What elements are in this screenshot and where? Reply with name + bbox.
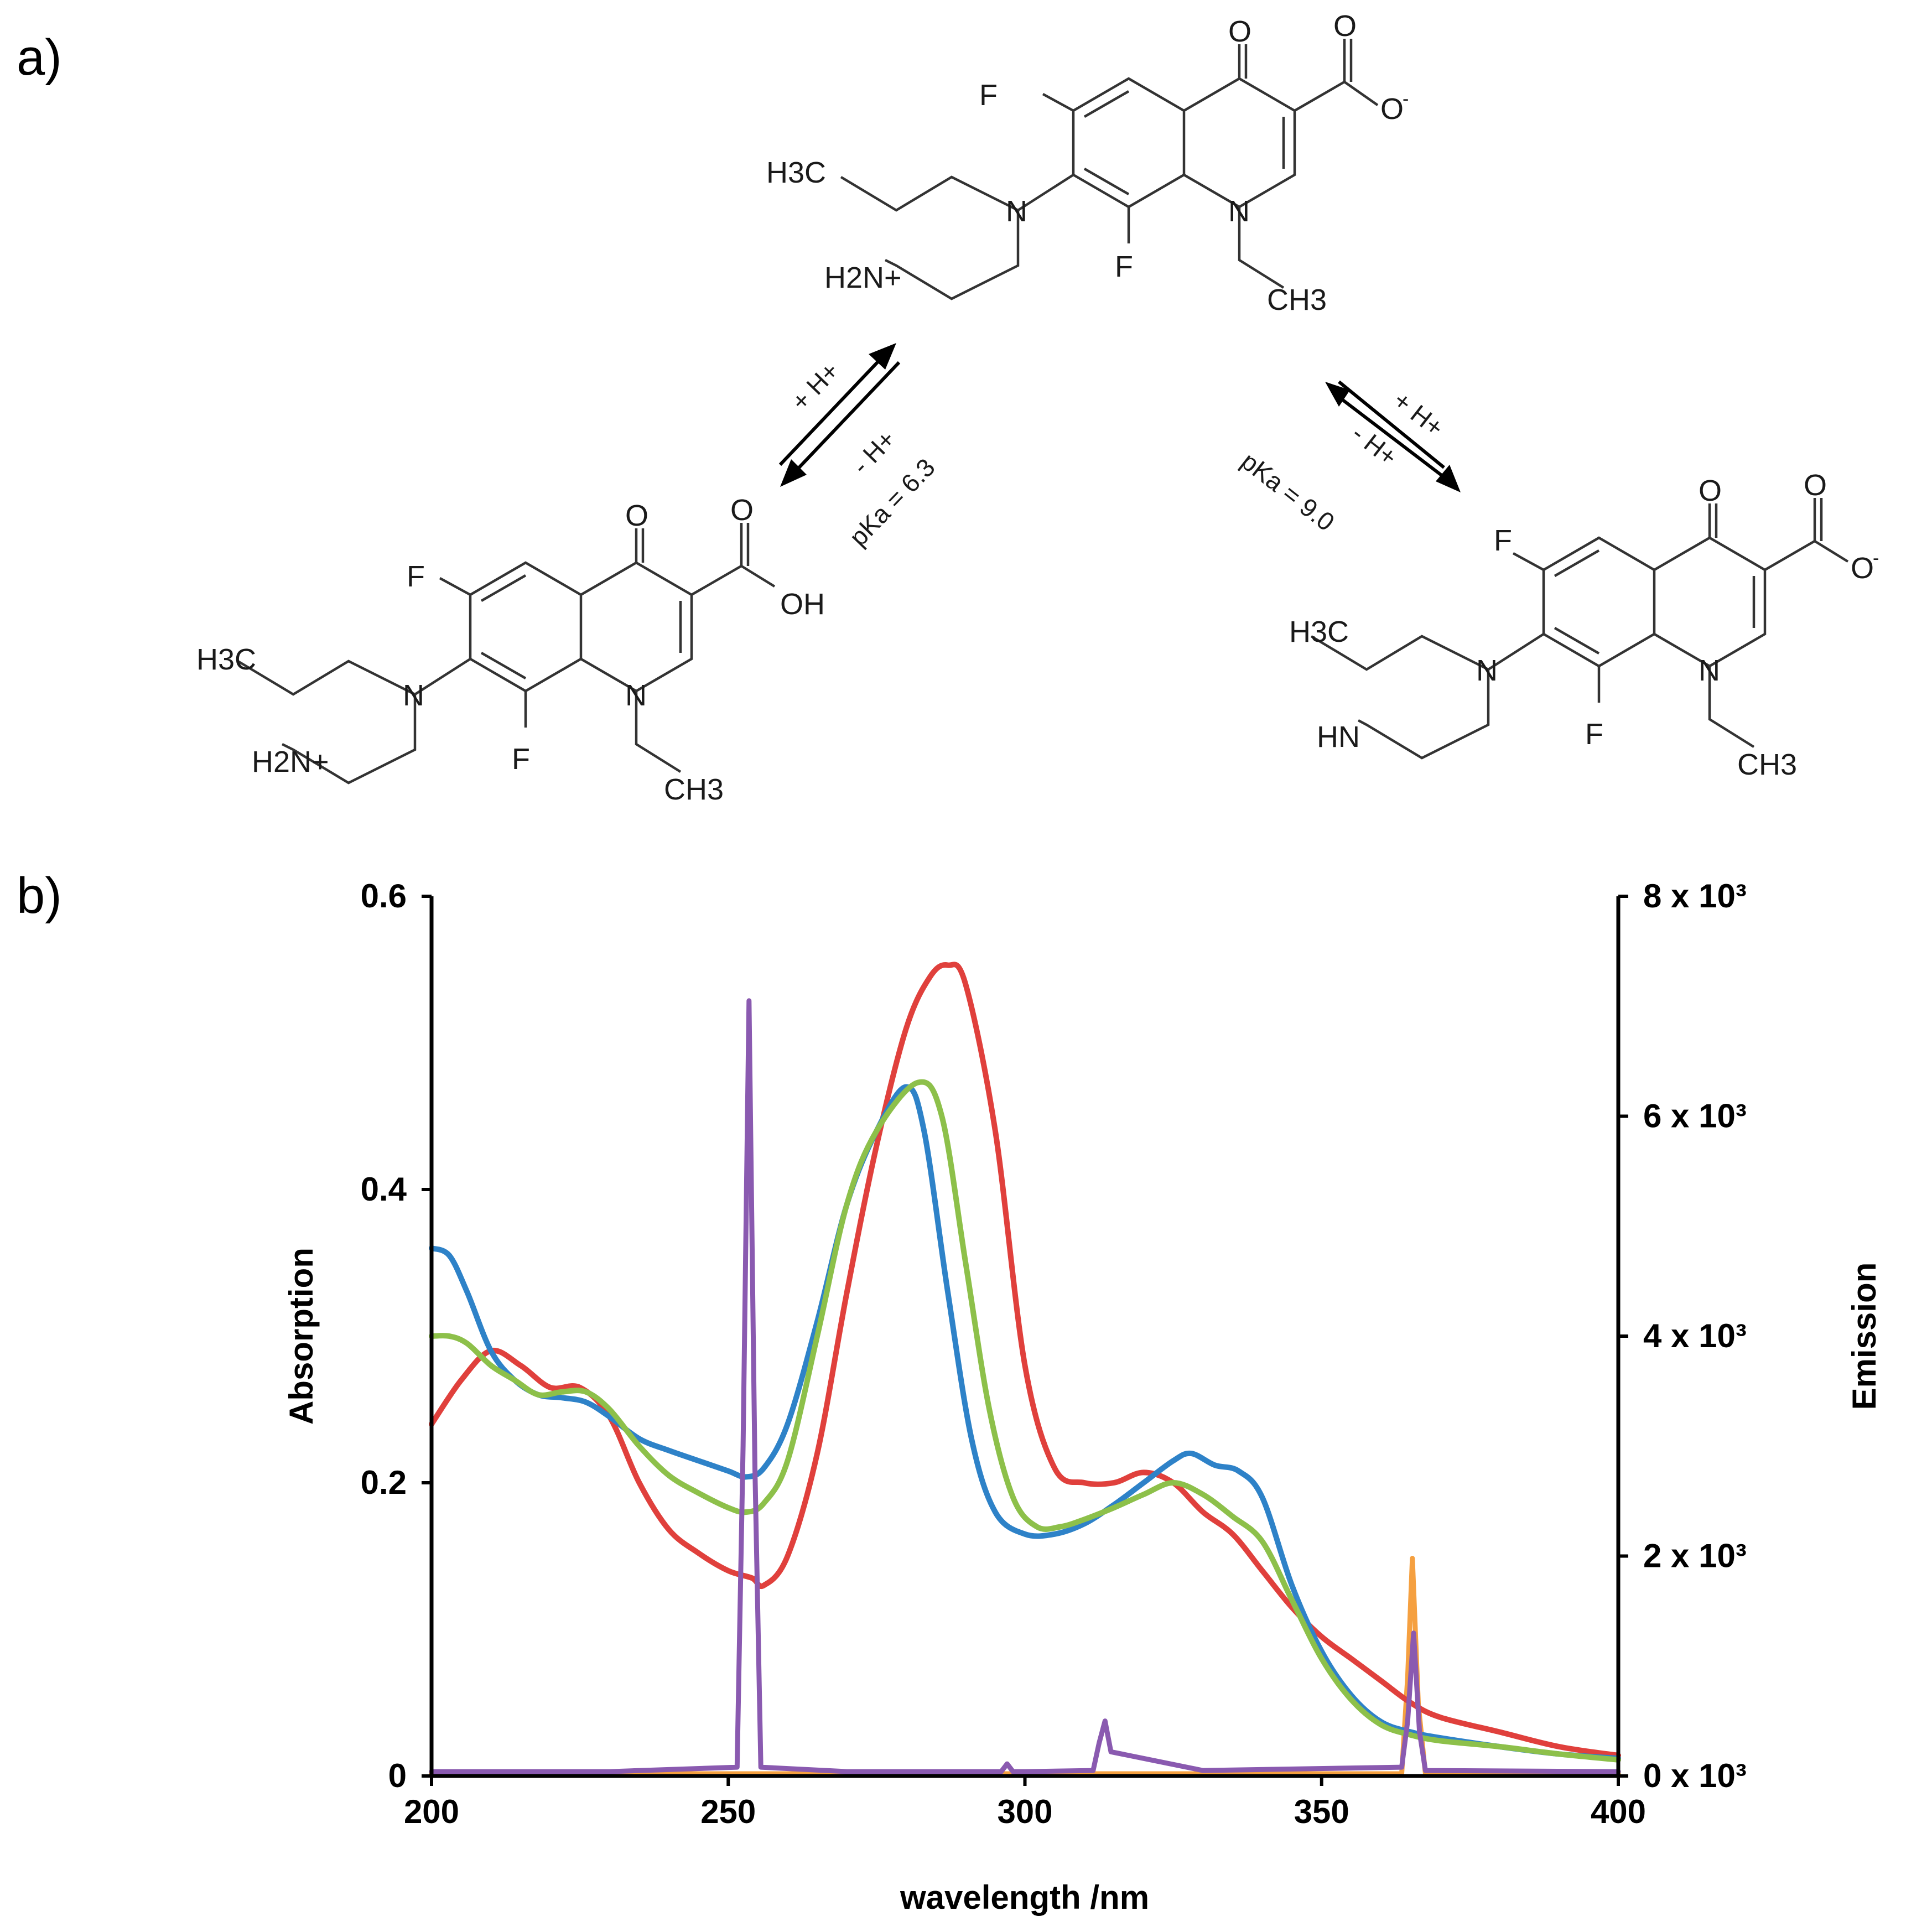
series-line-orange: [429, 1556, 1621, 1777]
atom-right-n-ring: N: [1699, 654, 1720, 687]
panel-b-label: b): [17, 868, 62, 924]
structure-center: F F O O O - N N H3C H2N+ CH3: [766, 9, 1409, 316]
atom-center-o-keto: O: [1228, 15, 1251, 48]
series-line-purple: [429, 998, 1621, 1774]
panel-a-label: a): [17, 29, 62, 86]
atom-center-h3c: H3C: [766, 156, 826, 189]
atom-right-charge: -: [1873, 548, 1879, 569]
series-layer: [429, 962, 1621, 1777]
atom-center-charge: -: [1403, 89, 1409, 110]
atom-right-f-top: F: [1494, 524, 1512, 557]
ticks-layer: 200 250 300 350 400 0 0.2 0.4 0.6 0 x 10³ 2 x 10³ 4…: [361, 877, 1747, 1830]
y-tick-label-right: 8 x 10³: [1643, 877, 1747, 915]
eq-right-pka: pKa = 9.0: [1236, 446, 1340, 537]
series-line-red: [429, 962, 1621, 1758]
atom-left-h2n: H2N+: [252, 745, 329, 778]
atom-left-h3c: H3C: [196, 643, 256, 676]
atom-right-o-carbox: O: [1804, 469, 1827, 502]
y-tick-label-right: 2 x 10³: [1643, 1538, 1747, 1575]
x-tick-label: 400: [1591, 1793, 1646, 1830]
eq-right-forward: + H+: [1388, 386, 1450, 442]
atom-center-n-ring: N: [1228, 195, 1250, 228]
atom-center-n-pip: N: [1006, 195, 1027, 228]
atom-right-o-keto: O: [1699, 474, 1722, 507]
y-tick-label-left: 0.4: [361, 1171, 407, 1208]
atom-left-oh: OH: [780, 588, 825, 621]
y-tick-label-right: 0 x 10³: [1643, 1757, 1747, 1794]
structure-left: F F O O OH N N H3C H2N+ CH3: [196, 494, 825, 806]
atom-left-o-keto: O: [625, 499, 648, 532]
y-tick-label-right: 4 x 10³: [1643, 1317, 1747, 1354]
eq-left-backward: - H+: [846, 424, 901, 480]
atom-right-hn: HN: [1317, 720, 1360, 754]
y-tick-label-left: 0.2: [361, 1464, 407, 1501]
y-tick-label-left: 0: [388, 1757, 407, 1794]
atom-left-ch3: CH3: [664, 773, 724, 806]
atom-right-h3c: H3C: [1289, 615, 1349, 648]
equilibrium-right: + H+ - H+ pKa = 9.0: [1236, 380, 1461, 537]
atom-left-f-top: F: [407, 560, 425, 593]
structure-right: F F O O O - N N H3C HN CH3: [1289, 469, 1879, 781]
atom-center-o-minus: O: [1380, 92, 1404, 126]
atom-center-o-carbox: O: [1333, 9, 1357, 43]
x-tick-label: 200: [404, 1793, 459, 1830]
atom-right-f-bottom: F: [1585, 718, 1603, 751]
y-tick-label-right: 6 x 10³: [1643, 1098, 1747, 1135]
series-line-green: [429, 1079, 1621, 1763]
atom-right-n-pip: N: [1476, 654, 1498, 687]
x-tick-label: 250: [700, 1793, 756, 1830]
atom-left-n-ring: N: [625, 679, 647, 712]
equilibrium-left: + H+ - H+ pKa = 6.3: [778, 343, 941, 552]
atom-right-ch3: CH3: [1737, 748, 1797, 781]
atom-center-ch3: CH3: [1267, 283, 1327, 316]
y-axis-title-left: Absorption: [283, 1248, 320, 1425]
atom-left-n-pip: N: [403, 679, 424, 712]
y-tick-label-left: 0.6: [361, 877, 407, 915]
series-line-blue: [429, 1084, 1621, 1762]
spectrum-chart: 200 250 300 350 400 0 0.2 0.4 0.6 0 x 10³ 2 x 10³ 4…: [283, 877, 1883, 1916]
atom-center-f-bottom: F: [1115, 250, 1133, 283]
atom-left-f-bottom: F: [512, 742, 530, 776]
atom-right-o-minus: O: [1851, 552, 1874, 585]
y-axis-title-right: Emission: [1846, 1263, 1883, 1410]
x-tick-label: 300: [997, 1793, 1052, 1830]
atom-left-o-carbox: O: [730, 494, 754, 527]
x-axis-title: wavelength /nm: [900, 1879, 1149, 1916]
atom-center-h2n: H2N+: [824, 261, 902, 294]
atom-center-f-top: F: [979, 79, 998, 112]
x-tick-label: 350: [1294, 1793, 1349, 1830]
